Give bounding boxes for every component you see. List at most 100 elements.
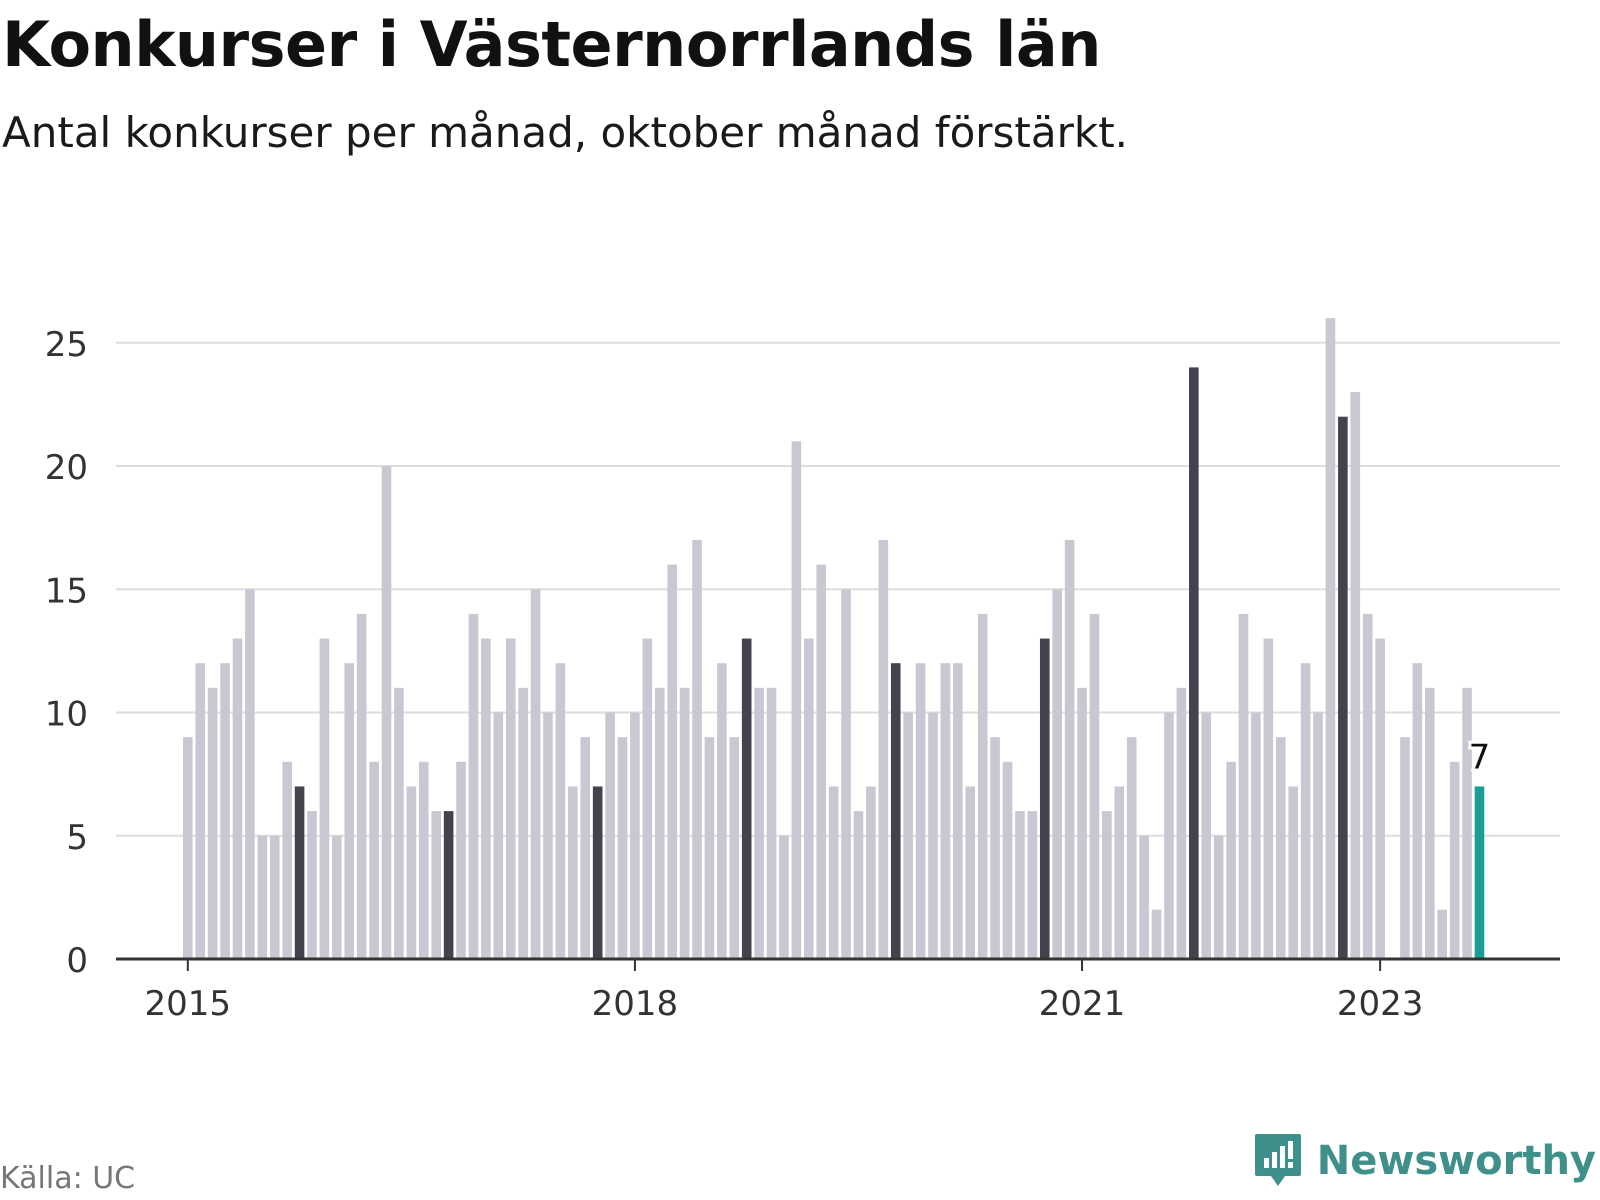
bar xyxy=(779,835,789,959)
bar xyxy=(928,712,938,959)
bar xyxy=(717,663,727,959)
bar xyxy=(518,687,528,959)
bar xyxy=(990,737,1000,959)
bar xyxy=(307,811,317,959)
bar xyxy=(580,737,591,959)
y-axis-labels: 0 5 10 15 20 25 xyxy=(45,325,88,981)
y-tick-label: 0 xyxy=(66,941,88,981)
bar xyxy=(1412,663,1423,959)
x-tick-label: 2015 xyxy=(145,984,232,1024)
bar xyxy=(828,786,839,959)
bar xyxy=(1213,835,1224,959)
bar xyxy=(1164,712,1174,959)
bar xyxy=(965,786,976,959)
bar xyxy=(1474,786,1485,959)
bar xyxy=(183,737,193,959)
bar xyxy=(1375,638,1385,959)
bar xyxy=(1064,539,1075,959)
x-tick-label: 2021 xyxy=(1039,984,1126,1024)
bar xyxy=(1176,687,1187,959)
bar xyxy=(294,786,305,959)
bar xyxy=(1077,687,1087,959)
bar xyxy=(766,687,777,959)
bar xyxy=(282,761,292,959)
bar xyxy=(1151,909,1162,959)
bar xyxy=(791,441,802,960)
bar xyxy=(1462,687,1472,959)
bar xyxy=(605,712,615,959)
bar xyxy=(866,786,876,959)
bar xyxy=(940,663,951,959)
bar xyxy=(1027,811,1038,959)
bar xyxy=(1039,638,1050,959)
bar xyxy=(431,811,441,959)
bar xyxy=(269,835,280,959)
bar xyxy=(704,737,715,959)
brand-name: Newsworthy xyxy=(1316,1138,1596,1184)
bar xyxy=(1002,761,1013,959)
bar xyxy=(456,761,466,959)
bar xyxy=(418,761,429,959)
bar xyxy=(816,564,827,959)
x-tick-label: 2018 xyxy=(592,984,679,1024)
bar xyxy=(1114,786,1125,959)
bar xyxy=(1052,589,1062,959)
bar xyxy=(232,638,243,959)
bar xyxy=(754,687,764,959)
source-label: Källa: UC xyxy=(0,1161,136,1196)
bar xyxy=(493,712,504,959)
chart-title: Konkurser i Västernorrlands län xyxy=(2,8,1101,81)
bar xyxy=(1263,638,1274,959)
x-axis: 2015 2018 2021 2023 xyxy=(116,957,1560,1024)
bar xyxy=(1449,761,1460,959)
bar xyxy=(356,613,367,959)
brand[interactable]: Newsworthy xyxy=(1253,1132,1596,1190)
bar xyxy=(853,811,864,959)
bar xyxy=(568,786,578,959)
bar xyxy=(332,835,342,959)
bar xyxy=(692,539,702,959)
bar xyxy=(1275,737,1286,959)
bar xyxy=(841,589,851,959)
bar xyxy=(381,466,392,959)
bar xyxy=(741,638,752,959)
bar xyxy=(1325,318,1336,960)
bar xyxy=(903,712,913,959)
bar xyxy=(592,786,603,959)
bar xyxy=(443,811,454,959)
bar xyxy=(1350,392,1361,959)
bar xyxy=(890,663,901,959)
bar xyxy=(245,589,255,959)
bar xyxy=(1400,737,1410,959)
bar xyxy=(220,663,230,959)
bar xyxy=(1338,416,1348,959)
bar xyxy=(505,638,516,959)
bar xyxy=(543,712,553,959)
bar xyxy=(1089,613,1100,959)
bar xyxy=(406,786,417,959)
bar xyxy=(1015,811,1025,959)
newsworthy-logo-icon xyxy=(1254,1134,1301,1186)
bar xyxy=(1437,909,1448,959)
bar xyxy=(1139,835,1149,959)
bar xyxy=(319,638,330,959)
latest-value-label: 7 xyxy=(1469,737,1491,777)
bar xyxy=(667,564,677,959)
bar xyxy=(1238,613,1249,959)
bar xyxy=(1288,786,1298,959)
bar xyxy=(555,663,566,959)
y-tick-label: 20 xyxy=(45,448,88,488)
chart-subtitle: Antal konkurser per månad, oktober månad… xyxy=(2,108,1129,157)
bar xyxy=(394,687,404,959)
bar xyxy=(679,687,690,959)
bar xyxy=(369,761,379,959)
bar xyxy=(1313,712,1323,959)
bar xyxy=(1226,761,1236,959)
y-tick-label: 15 xyxy=(45,571,88,611)
bar xyxy=(195,663,206,959)
annotations: 7 xyxy=(1466,734,1494,780)
bar xyxy=(804,638,814,959)
bar xyxy=(1300,663,1311,959)
bar xyxy=(530,589,541,959)
x-tick-label: 2023 xyxy=(1337,984,1424,1024)
